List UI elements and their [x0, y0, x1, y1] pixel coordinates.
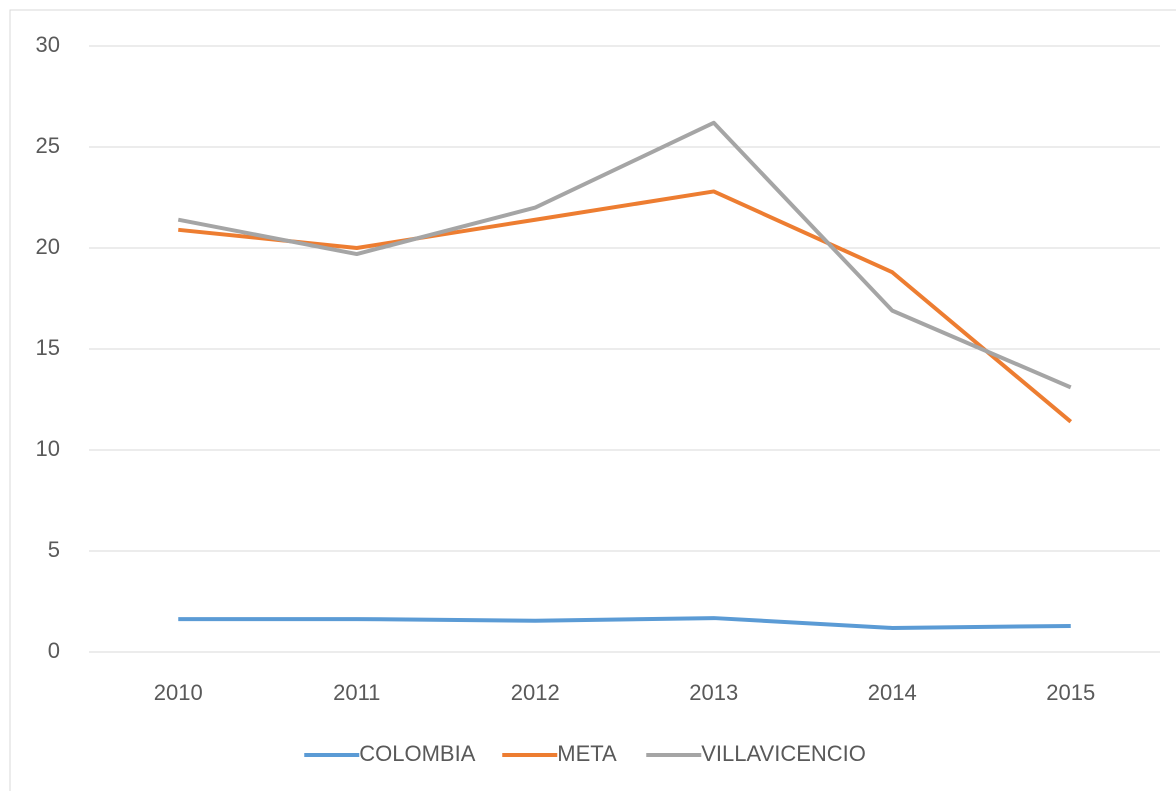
y-tick-label: 5	[48, 537, 60, 562]
x-tick-label: 2014	[868, 680, 917, 705]
series-line	[178, 189, 1073, 424]
y-tick-label: 0	[48, 638, 60, 663]
chart-frame	[9, 9, 1176, 791]
series-line	[178, 616, 1071, 630]
y-tick-label: 25	[36, 133, 60, 158]
x-tick-label: 2015	[1046, 680, 1095, 705]
x-tick-label: 2010	[154, 680, 203, 705]
series-line	[177, 120, 1072, 390]
y-tick-label: 10	[36, 436, 60, 461]
legend-label: VILLAVICENCIO	[701, 741, 866, 766]
x-tick-label: 2012	[511, 680, 560, 705]
legend-label: COLOMBIA	[359, 741, 475, 766]
y-tick-label: 15	[36, 335, 60, 360]
y-tick-label: 30	[36, 32, 60, 57]
x-tick-label: 2013	[689, 680, 738, 705]
x-tick-label: 2011	[333, 680, 380, 705]
legend-label: META	[557, 741, 617, 766]
y-tick-label: 20	[36, 234, 60, 259]
